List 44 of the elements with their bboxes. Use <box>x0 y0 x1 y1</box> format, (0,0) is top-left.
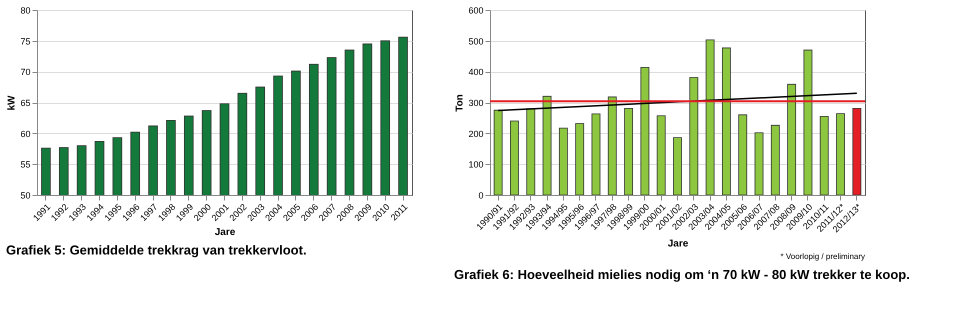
x-axis-title: Jare <box>668 238 689 250</box>
y-tick-label: 200 <box>468 128 484 139</box>
y-tick-label: 50 <box>20 190 30 200</box>
y-axis-title: Ton <box>454 94 466 112</box>
y-axis-title: kW <box>6 94 18 110</box>
y-tick-label: 75 <box>20 36 30 46</box>
bar <box>804 50 812 195</box>
bar <box>575 123 584 195</box>
bar <box>689 77 698 195</box>
bar <box>592 114 600 195</box>
y-tick-label: 600 <box>468 6 484 16</box>
bar <box>558 128 568 195</box>
y-tick-label: 55 <box>20 160 30 170</box>
y-tick-label: 300 <box>468 98 484 108</box>
y-tick-label: 500 <box>468 36 484 46</box>
bar <box>820 116 829 195</box>
bar <box>640 66 650 195</box>
text: Grafiek 6: Hoeveelheid mielies nodig om ‘n 70 kW - 80 kW trekker te koop. <box>454 267 910 282</box>
bar <box>836 113 845 195</box>
x-axis-title: Jare <box>214 227 236 238</box>
bar <box>494 110 503 195</box>
bar <box>738 114 748 195</box>
bar <box>608 96 617 195</box>
y-tick-label: 0 <box>478 190 484 200</box>
bar <box>754 132 764 195</box>
bar <box>722 48 731 195</box>
bar <box>706 40 715 195</box>
text: * Voorlopig / preliminary <box>780 252 865 261</box>
bar <box>770 124 780 195</box>
bar <box>656 115 666 195</box>
y-tick-label: 65 <box>20 98 30 108</box>
bar <box>673 137 682 195</box>
bar <box>624 108 634 195</box>
y-tick-label: 60 <box>20 128 30 139</box>
bar <box>526 108 536 195</box>
y-tick-label: 100 <box>468 160 484 170</box>
bar <box>510 120 519 195</box>
text: Grafiek 5: Gemiddelde trekkrag van trekkervloot. <box>6 242 307 258</box>
bar <box>852 108 862 195</box>
bar <box>787 84 796 195</box>
y-tick-label: 400 <box>468 67 484 78</box>
bar <box>542 96 552 195</box>
y-tick-label: 70 <box>20 67 30 78</box>
y-tick-label: 80 <box>20 6 30 16</box>
